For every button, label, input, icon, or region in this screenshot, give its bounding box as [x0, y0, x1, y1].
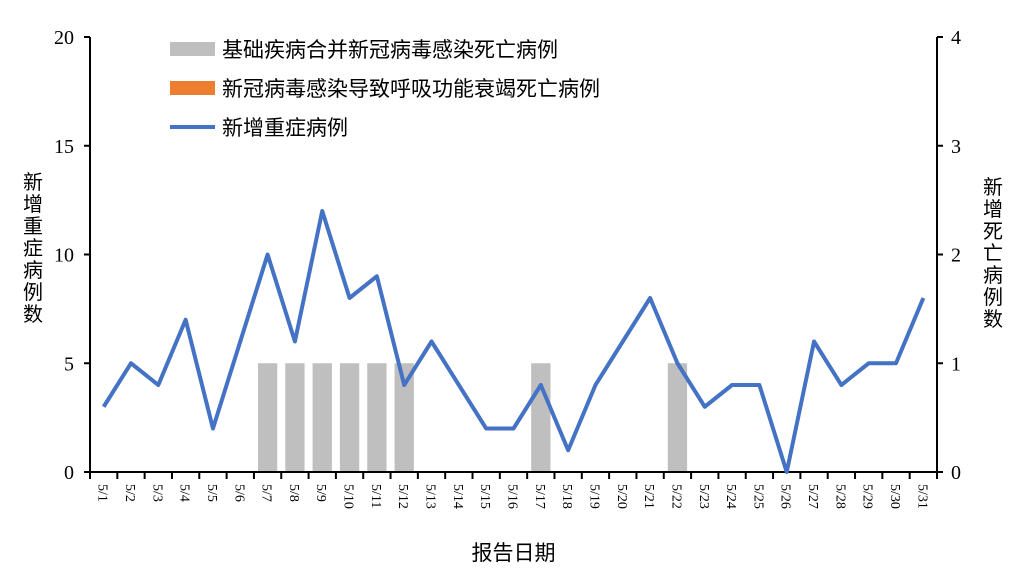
y-tick-label-right: 0	[951, 462, 961, 484]
x-tick-label: 5/23	[696, 484, 711, 509]
y-tick-label-right: 4	[951, 27, 961, 49]
x-tick-label: 5/19	[586, 484, 601, 509]
x-tick-label: 5/17	[532, 484, 547, 509]
x-tick-label: 5/5	[204, 484, 219, 502]
x-tick-label: 5/3	[149, 484, 164, 502]
x-tick-label: 5/28	[832, 484, 847, 509]
x-tick-label: 5/25	[750, 484, 765, 509]
x-tick-label: 5/15	[477, 484, 492, 509]
x-tick-label: 5/16	[505, 484, 520, 509]
y-axis-label-right: 新增死亡病例数	[983, 177, 1003, 331]
legend-label: 基础疾病合并新冠病毒感染死亡病例	[222, 38, 558, 62]
bar	[339, 363, 360, 472]
x-tick-label: 5/26	[778, 484, 793, 509]
y-tick-label: 0	[64, 462, 74, 484]
y-tick-label: 15	[54, 136, 74, 158]
x-tick-label: 5/11	[368, 484, 383, 508]
y-tick-label: 20	[54, 27, 74, 49]
bar	[667, 363, 688, 472]
x-tick-label: 5/18	[559, 484, 574, 509]
x-tick-label: 5/27	[805, 484, 820, 509]
legend-label: 新增重症病例	[222, 116, 348, 140]
x-tick-label: 5/1	[95, 484, 110, 502]
legend-label: 新冠病毒感染导致呼吸功能衰竭死亡病例	[222, 77, 600, 101]
x-tick-label: 5/4	[177, 484, 192, 502]
x-tick-label: 5/29	[860, 484, 875, 509]
bar	[531, 363, 551, 472]
x-tick-label: 5/31	[914, 484, 929, 509]
y-tick-label-right: 1	[951, 353, 961, 375]
x-tick-label: 5/7	[259, 484, 274, 502]
x-tick-label: 5/20	[614, 484, 629, 509]
bar	[257, 363, 278, 472]
y-tick-label-right: 2	[951, 245, 961, 267]
x-tick-label: 5/12	[395, 484, 410, 509]
y-tick-label: 5	[64, 353, 74, 375]
bar	[367, 363, 387, 472]
x-tick-label: 5/8	[286, 484, 301, 502]
x-tick-label: 5/13	[423, 484, 438, 509]
bar	[285, 363, 305, 472]
bar	[394, 363, 414, 472]
x-tick-label: 5/6	[231, 484, 246, 502]
legend-swatch	[170, 42, 215, 56]
x-tick-label: 5/14	[450, 484, 465, 509]
bar	[312, 363, 332, 472]
y-tick-label: 10	[54, 245, 74, 267]
x-tick-label: 5/9	[313, 484, 328, 502]
x-tick-label: 5/21	[641, 484, 656, 509]
x-tick-label: 5/2	[122, 484, 137, 502]
series-line	[101, 209, 926, 474]
x-tick-label: 5/30	[887, 484, 902, 509]
legend-swatch	[170, 81, 215, 95]
y-axis-label-left: 新增重症病例数	[23, 172, 43, 326]
y-tick-label-right: 3	[951, 136, 961, 158]
x-tick-label: 5/24	[723, 484, 738, 509]
x-axis-label: 报告日期	[472, 541, 556, 565]
x-tick-label: 5/22	[668, 484, 683, 509]
x-tick-label: 5/10	[341, 484, 356, 509]
